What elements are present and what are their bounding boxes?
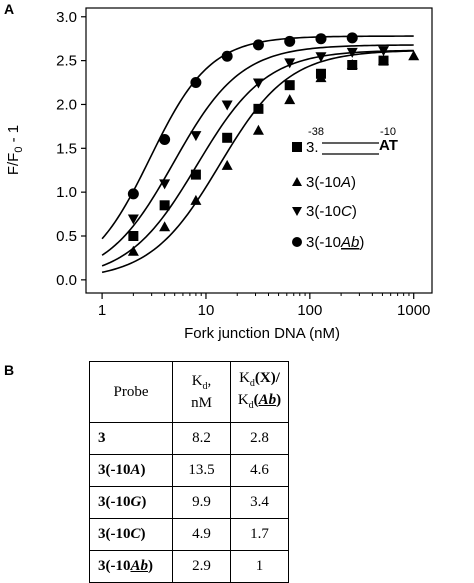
- data-point: [284, 94, 296, 105]
- table-row: 3(-10C) 4.9 1.7: [89, 518, 289, 551]
- ratio-cell: 1.7: [230, 518, 289, 551]
- y-tick-label: 3.0: [56, 9, 77, 26]
- data-point: [253, 103, 264, 114]
- y-tick-label: 2.5: [56, 53, 77, 70]
- kd-table: Probe Kd, nM Kd(X)/ Kd(Ab) 3 8.2 2.8 3(-10A…: [89, 361, 289, 583]
- probe-header: Probe: [89, 361, 173, 423]
- data-point: [128, 231, 139, 241]
- data-point: [221, 50, 233, 62]
- data-point: [284, 80, 295, 91]
- data-point: [159, 221, 171, 232]
- y-tick-label: 1.0: [56, 184, 77, 201]
- x-tick-label: 100: [297, 302, 322, 319]
- data-point: [221, 159, 233, 170]
- data-point: [190, 169, 201, 180]
- legend-label-3-10A: 3(-10A): [306, 174, 356, 191]
- ratio-header: Kd(X)/ Kd(Ab): [230, 361, 289, 423]
- data-point: [127, 245, 139, 256]
- data-point: [284, 58, 296, 69]
- x-tick-label: 10: [198, 302, 215, 319]
- x-axis-title: Fork junction DNA (nM): [184, 325, 340, 342]
- ratio-cell: 3.4: [230, 486, 289, 519]
- kd-cell: 13.5: [172, 454, 231, 487]
- data-point: [222, 132, 233, 143]
- data-point: [127, 214, 139, 225]
- table-row: 3 8.2 2.8: [89, 422, 289, 455]
- kd-cell: 9.9: [172, 486, 231, 519]
- data-point: [284, 35, 296, 47]
- data-point: [252, 39, 264, 51]
- data-point: [190, 77, 202, 89]
- data-point: [346, 32, 358, 44]
- ratio-cell: 4.6: [230, 454, 289, 487]
- legend-entry-3: 3. AT: [292, 137, 398, 156]
- panel-b-label: B: [4, 362, 14, 378]
- triangle-up-marker-icon: [292, 177, 302, 186]
- data-point: [408, 50, 420, 61]
- x-tick-label: 1: [98, 302, 106, 319]
- legend-label-3: 3.: [306, 139, 319, 156]
- probe-cell: 3(-10G): [89, 486, 173, 519]
- legend-entry-3-10C: 3(-10C): [292, 203, 357, 220]
- circle-marker-icon: [292, 237, 302, 247]
- probe-cell: 3: [89, 422, 173, 455]
- panel-a-label: A: [4, 1, 14, 17]
- probe-cell: 3(-10Ab): [89, 550, 173, 583]
- legend-entry-3-10A: 3(-10A): [292, 174, 356, 191]
- table-row: 3(-10Ab) 2.9 1: [89, 550, 289, 583]
- fit-curve: [101, 35, 414, 240]
- probe-cell: 3(-10A): [89, 454, 173, 487]
- y-tick-label: 0.0: [56, 272, 77, 289]
- kd-cell: 8.2: [172, 422, 231, 455]
- data-point: [315, 72, 327, 83]
- legend-label-3-10C: 3(-10C): [306, 203, 357, 220]
- data-point: [127, 188, 139, 200]
- probe-cell: 3(-10C): [89, 518, 173, 551]
- data-point: [159, 179, 171, 190]
- data-point: [378, 46, 390, 57]
- figure: A 0.0 0.5 1.0 1.5 2.0 2.5 3.0 1 10 100 1000 F/F0 …: [4, 1, 433, 378]
- y-tick-label: 1.5: [56, 140, 77, 157]
- table-header-row: Probe Kd, nM Kd(X)/ Kd(Ab): [89, 361, 289, 423]
- y-axis: 0.0 0.5 1.0 1.5 2.0 2.5 3.0: [56, 9, 86, 289]
- ratio-cell: 2.8: [230, 422, 289, 455]
- data-point: [159, 200, 170, 211]
- schematic-end-text: AT: [379, 137, 398, 154]
- data-point: [252, 124, 264, 135]
- x-tick-label: 1000: [397, 302, 430, 319]
- data-point: [315, 33, 327, 45]
- y-axis-title: F/F0 - 1: [5, 125, 25, 175]
- legend: -38 -10 3. AT 3(-10A) 3(-10C) 3(-10Ab): [292, 126, 398, 251]
- data-point: [221, 100, 233, 111]
- square-marker-icon: [292, 142, 302, 152]
- fit-curve: [101, 44, 414, 256]
- data-point: [190, 131, 202, 142]
- kd-header: Kd, nM: [172, 361, 231, 423]
- y-tick-label: 2.0: [56, 96, 77, 113]
- schematic-left-number: -38: [308, 126, 324, 138]
- schematic-right-number: -10: [380, 126, 396, 138]
- ratio-cell: 1: [230, 550, 289, 583]
- plot-frame: [85, 7, 433, 294]
- kd-cell: 4.9: [172, 518, 231, 551]
- data-point: [190, 194, 202, 205]
- y-tick-label: 0.5: [56, 228, 77, 245]
- data-point: [346, 47, 358, 58]
- table-row: 3(-10G) 9.9 3.4: [89, 486, 289, 519]
- x-axis: 1 10 100 1000: [98, 293, 430, 319]
- data-point: [315, 52, 327, 63]
- data-point: [252, 78, 264, 89]
- data-points: [127, 32, 420, 256]
- data-point: [378, 54, 390, 65]
- legend-entry-3-10Ab: 3(-10Ab): [292, 234, 364, 251]
- legend-label-3-10Ab: 3(-10Ab): [306, 234, 364, 251]
- table-row: 3(-10A) 13.5 4.6: [89, 454, 289, 487]
- data-point: [346, 59, 358, 69]
- triangle-down-marker-icon: [292, 207, 302, 216]
- kd-cell: 2.9: [172, 550, 231, 583]
- data-point: [159, 134, 171, 146]
